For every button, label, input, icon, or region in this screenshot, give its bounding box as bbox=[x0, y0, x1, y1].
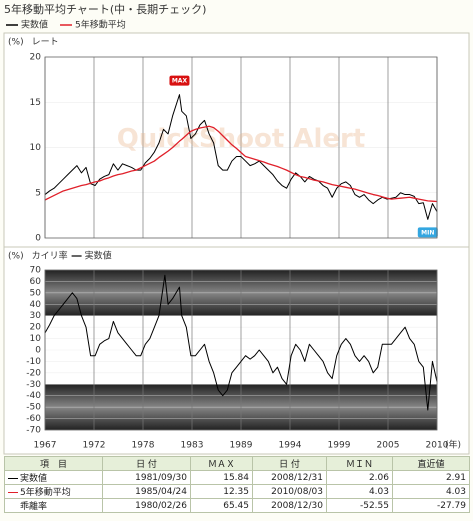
table-header-cell: ＭＡＸ bbox=[190, 456, 253, 471]
extreme-marker bbox=[417, 227, 438, 238]
y-tick-label: 60 bbox=[30, 277, 42, 287]
y-tick-label: 50 bbox=[30, 288, 42, 298]
extreme-marker-label: MIN bbox=[421, 229, 434, 236]
x-axis-label: (年) bbox=[445, 439, 461, 451]
panel-title: レート bbox=[32, 38, 59, 48]
row-symbol bbox=[8, 506, 18, 507]
y-tick-label: -70 bbox=[26, 426, 41, 436]
table-cell: 4.03 bbox=[326, 484, 393, 499]
y-tick-label: -30 bbox=[26, 380, 41, 390]
x-tick-label: 1999 bbox=[328, 441, 351, 451]
page-title: 5年移動平均チャート(中・長期チェック) bbox=[4, 2, 206, 16]
table-cell: 1981/09/30 bbox=[102, 470, 191, 485]
row-label: 実数値 bbox=[20, 474, 48, 484]
series-line bbox=[44, 125, 438, 203]
table-header-cell: 直近値 bbox=[392, 456, 470, 471]
y-tick-label: 0 bbox=[35, 346, 41, 356]
y-tick-label: 10 bbox=[30, 334, 42, 344]
table-header-cell: 日 付 bbox=[102, 456, 191, 471]
table-header: 項 目日 付 ＭＡＸ 日 付 ＭＩＮ 直近値 bbox=[4, 456, 470, 471]
plot-border bbox=[44, 269, 438, 431]
x-tick-label: 1983 bbox=[181, 441, 204, 451]
table-cell: 12.35 bbox=[190, 484, 253, 499]
y-axis-unit: (%) bbox=[8, 38, 24, 48]
x-tick-label: 2005 bbox=[377, 441, 400, 451]
table-cell: 2008/12/30 bbox=[252, 498, 327, 513]
chart: 5年移動平均チャート(中・長期チェック) 実数値 5年移動平均 (%) レート 0 5 10… bbox=[3, 2, 470, 455]
table-cell: 2.91 bbox=[392, 470, 470, 485]
extreme-marker bbox=[169, 75, 190, 86]
y-tick-label: 5 bbox=[35, 188, 41, 198]
y-tick-label: 70 bbox=[30, 266, 42, 276]
table-cell: 2.06 bbox=[326, 470, 393, 485]
table-row: 乖離率 1980/02/26 65.45 2008/12/30 -52.55 -27.79 bbox=[4, 498, 470, 513]
table-row: 実数値 1981/09/30 15.84 2008/12/31 2.06 2.91 bbox=[4, 470, 470, 485]
row-label: 5年移動平均 bbox=[20, 488, 71, 498]
table-cell: 15.84 bbox=[190, 470, 253, 485]
y-tick-label: 10 bbox=[30, 143, 42, 153]
x-tick-label: 1967 bbox=[34, 441, 57, 451]
table-cell: -27.79 bbox=[392, 498, 470, 513]
row-symbol bbox=[8, 478, 18, 479]
y-tick-label: -60 bbox=[26, 414, 41, 424]
series-line bbox=[44, 274, 438, 411]
y-tick-label: 0 bbox=[35, 234, 41, 244]
panel-title: カイリ率 bbox=[32, 250, 68, 262]
table-cell: 実数値 bbox=[4, 470, 103, 485]
y-tick-label: 40 bbox=[30, 300, 42, 310]
plot-border bbox=[44, 56, 438, 239]
y-tick-label: -50 bbox=[26, 403, 41, 413]
y-tick-label: -40 bbox=[26, 391, 41, 401]
y-tick-label: -10 bbox=[26, 357, 41, 367]
table-cell: 5年移動平均 bbox=[4, 484, 103, 499]
y-tick-label: 20 bbox=[30, 323, 42, 333]
x-tick-label: 1989 bbox=[230, 441, 253, 451]
table-cell: 2008/12/31 bbox=[252, 470, 327, 485]
x-tick-label: 1978 bbox=[132, 441, 155, 451]
table-row: 5年移動平均 1985/04/24 12.35 2010/08/03 4.03 4.03 bbox=[4, 484, 470, 499]
table-cell: 65.45 bbox=[190, 498, 253, 513]
x-tick-label: 1994 bbox=[279, 441, 302, 451]
y-tick-label: 20 bbox=[30, 53, 42, 63]
table-cell: 乖離率 bbox=[4, 498, 103, 513]
table-header-cell: ＭＩＮ bbox=[326, 456, 393, 471]
table-cell: -52.55 bbox=[326, 498, 393, 513]
x-tick-label: 1972 bbox=[83, 441, 106, 451]
y-tick-label: 15 bbox=[30, 98, 41, 108]
legend-label: 実数値 bbox=[85, 250, 112, 262]
legend-label: 実数値 bbox=[21, 19, 48, 31]
row-symbol bbox=[8, 492, 18, 493]
y-axis-unit: (%) bbox=[8, 252, 24, 262]
x-tick-label: 2010 bbox=[426, 441, 449, 451]
series-line bbox=[44, 94, 438, 220]
table-cell: 4.03 bbox=[392, 484, 470, 499]
table-header-cell: 日 付 bbox=[252, 456, 327, 471]
row-label: 乖離率 bbox=[20, 502, 48, 512]
y-tick-label: 30 bbox=[30, 311, 42, 321]
summary-table: 項 目日 付 ＭＡＸ 日 付 ＭＩＮ 直近値 実数値 1981/09/30 15.84 200… bbox=[4, 456, 470, 513]
legend-label: 5年移動平均 bbox=[75, 19, 126, 31]
table-cell: 2010/08/03 bbox=[252, 484, 327, 499]
table-header-cell: 項 目 bbox=[4, 456, 103, 471]
y-tick-label: -20 bbox=[26, 368, 41, 378]
watermark: QuickShoot Alert bbox=[117, 124, 366, 154]
table-cell: 1985/04/24 bbox=[102, 484, 191, 499]
table-cell: 1980/02/26 bbox=[102, 498, 191, 513]
extreme-marker-label: MAX bbox=[172, 78, 188, 85]
